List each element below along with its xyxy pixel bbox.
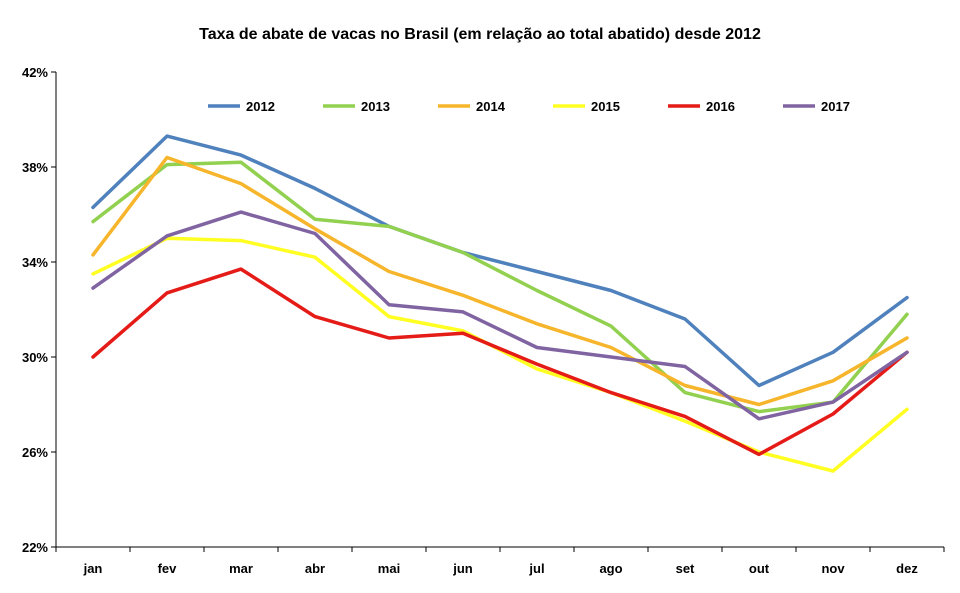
axes: 22% 26% 30% 34% 38% 42% jan fev mar abr mai jun jul a…: [22, 65, 945, 576]
series-lines: [91, 134, 909, 473]
y-tick-label: 38%: [22, 160, 48, 175]
legend-label-2015: 2015: [591, 99, 620, 114]
x-tick-label: abr: [305, 561, 325, 576]
y-tick-label: 34%: [22, 255, 48, 270]
series-line-2017: [91, 210, 909, 421]
y-tick-label: 30%: [22, 350, 48, 365]
legend-label-2017: 2017: [821, 99, 850, 114]
y-tick-label: 22%: [22, 540, 48, 555]
y-tick-label: 26%: [22, 445, 48, 460]
legend-label-2014: 2014: [476, 99, 506, 114]
chart-title: Taxa de abate de vacas no Brasil (em rel…: [199, 26, 761, 43]
series-line-2013: [91, 160, 909, 414]
x-tick-label: out: [749, 561, 770, 576]
legend-label-2012: 2012: [246, 99, 275, 114]
x-tick-label: jul: [528, 561, 544, 576]
x-tick-label: ago: [599, 561, 622, 576]
x-tick-label: nov: [821, 561, 845, 576]
x-tick-label: set: [676, 561, 695, 576]
series-line-2012: [91, 134, 909, 388]
series-line-2014: [91, 155, 909, 407]
x-tick-label: dez: [896, 561, 918, 576]
series-line-2016: [91, 267, 909, 457]
x-tick-label: fev: [158, 561, 178, 576]
legend-label-2016: 2016: [706, 99, 735, 114]
legend-label-2013: 2013: [361, 99, 390, 114]
x-tick-label: jun: [452, 561, 473, 576]
legend: 2012 2013 2014 2015 2016 2017: [208, 99, 850, 114]
x-tick-label: jan: [83, 561, 103, 576]
x-tick-label: mar: [229, 561, 253, 576]
y-tick-label: 42%: [22, 65, 48, 80]
x-tick-label: mai: [378, 561, 400, 576]
